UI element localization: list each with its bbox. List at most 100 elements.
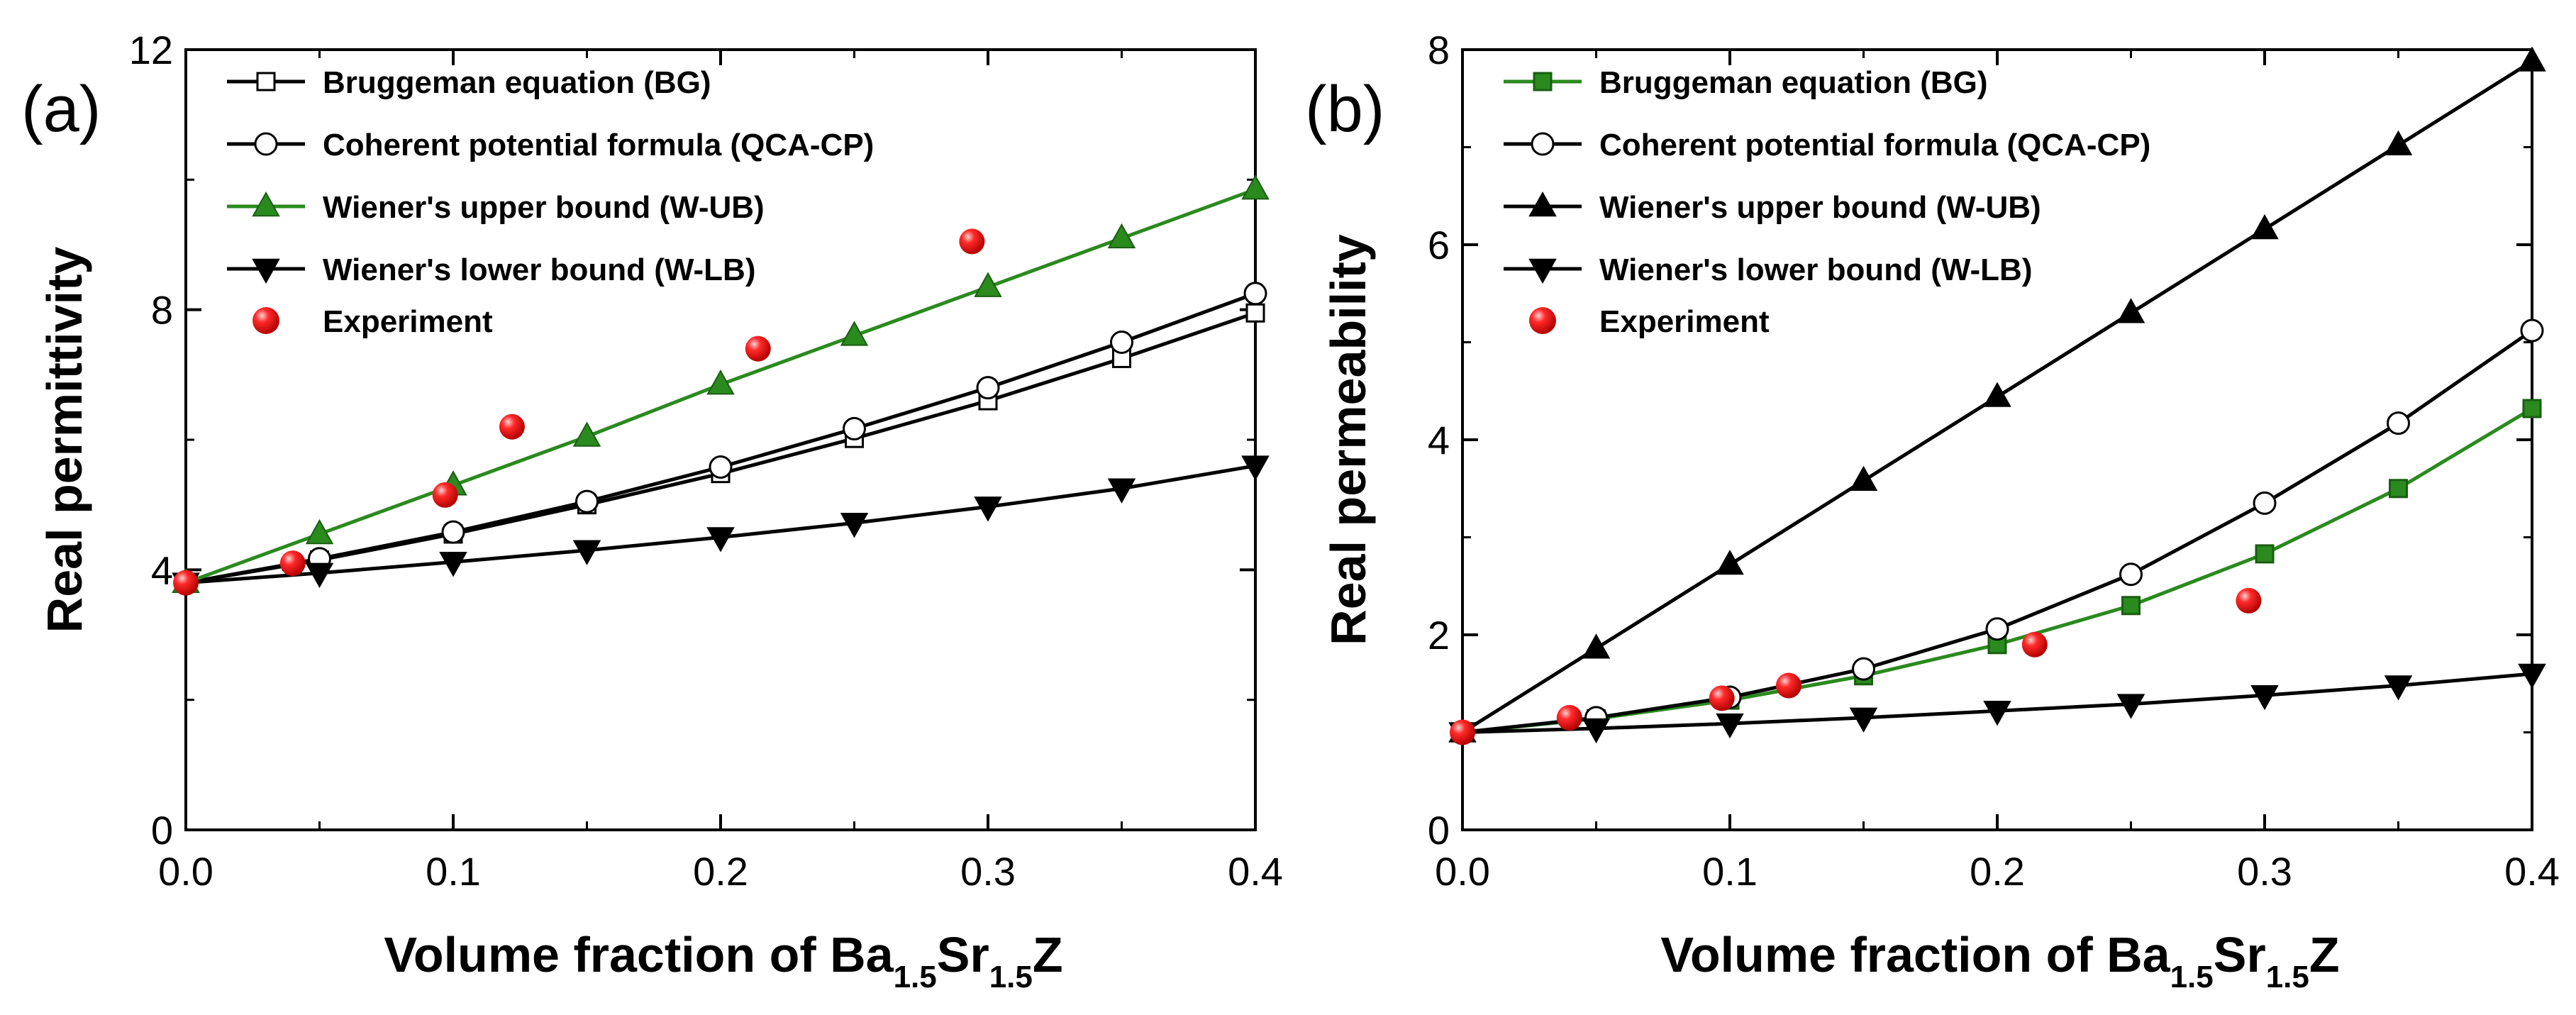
data-point — [709, 455, 733, 479]
data-point — [1983, 700, 2011, 726]
y-tick-label: 8 — [151, 288, 173, 333]
y-tick-label: 12 — [129, 28, 173, 72]
data-point — [2518, 46, 2546, 72]
data-point — [575, 489, 599, 514]
data-point — [441, 520, 465, 544]
data-point — [1716, 713, 1744, 739]
legend-label-experiment: Experiment — [323, 304, 493, 339]
legend-marker — [256, 72, 276, 91]
legend-experiment-marker — [1529, 307, 1556, 334]
data-point — [439, 552, 467, 577]
experiment-point — [279, 550, 306, 577]
data-point — [1243, 282, 1267, 306]
data-point — [1241, 455, 1270, 481]
data-point — [976, 376, 1000, 400]
x-tick-label: 0.4 — [1228, 849, 1283, 894]
data-point — [840, 321, 869, 346]
data-point — [974, 497, 1002, 522]
data-point — [572, 540, 601, 565]
legend-label-experiment: Experiment — [1599, 304, 1770, 339]
data-point — [2116, 694, 2145, 719]
x-axis-title-part: Sr — [2214, 927, 2266, 982]
x-tick-label: 0.1 — [1702, 849, 1758, 894]
data-point — [305, 562, 334, 588]
data-point — [1245, 303, 1265, 323]
x-axis-title-subscript: 1.5 — [989, 960, 1033, 994]
experiment-point — [173, 570, 199, 596]
data-point — [2250, 684, 2279, 711]
x-axis-title-subscript: 1.5 — [2170, 960, 2214, 994]
legend-marker — [252, 258, 280, 284]
panel-label: (b) — [1305, 73, 1384, 145]
experiment-point — [1709, 685, 1735, 711]
x-tick-label: 0.3 — [2237, 849, 2292, 894]
legend-label: Bruggeman equation (BG) — [1599, 65, 1988, 100]
plot-frame — [184, 48, 1257, 831]
legend-label: Coherent potential formula (QCA-CP) — [1599, 128, 2150, 162]
panel-label: (a) — [21, 73, 101, 145]
data-point — [2384, 130, 2413, 156]
x-axis-title-part: Z — [1033, 927, 1063, 982]
legend-label: Wiener's upper bound (W-UB) — [1599, 190, 2041, 225]
data-point — [2389, 479, 2408, 499]
x-axis-title-subscript: 1.5 — [894, 960, 937, 994]
data-point — [2121, 596, 2141, 616]
x-axis-title-part: Volume fraction of Ba — [1660, 927, 2170, 982]
y-axis-title: Real permeability — [1321, 234, 1376, 645]
legend-label: Wiener's lower bound (W-LB) — [1599, 253, 2032, 287]
y-tick-label: 8 — [1428, 28, 1450, 72]
chart-panel-a: 0.0 0.1 0.2 0.3 0.4 0 4 8 12 Bruggeman equation (… — [21, 28, 1283, 994]
x-axis-title: Volume fraction of Ba1.5Sr1.5Z — [1660, 927, 2339, 994]
data-point — [2520, 318, 2544, 343]
x-tick-label: 0.2 — [1970, 849, 2025, 894]
legend-marker — [1533, 72, 1553, 91]
data-point — [2253, 491, 2277, 515]
data-point — [1107, 223, 1136, 249]
x-tick-label: 0.3 — [960, 849, 1016, 894]
data-point — [1582, 633, 1611, 659]
legend-marker — [1528, 191, 1557, 217]
data-point — [1582, 718, 1611, 744]
x-tick-label: 0.2 — [693, 849, 748, 894]
y-tick-label: 0 — [151, 808, 173, 853]
y-tick-label: 4 — [151, 548, 173, 592]
x-axis-title-part: Z — [2309, 927, 2340, 982]
experiment-point — [432, 482, 458, 508]
y-axis-title: Real permittivity — [37, 247, 92, 633]
legend-label: Wiener's upper bound (W-UB) — [323, 190, 765, 225]
data-point — [706, 527, 735, 553]
data-point — [2518, 663, 2546, 689]
data-point — [572, 421, 601, 447]
data-point — [840, 513, 869, 538]
legend-label: Wiener's lower bound (W-LB) — [323, 253, 755, 287]
experiment-point — [1775, 672, 1801, 699]
data-point — [2116, 298, 2145, 323]
data-point — [2384, 675, 2413, 701]
x-axis-title-subscript: 1.5 — [2266, 960, 2309, 994]
experiment-point — [1450, 719, 1475, 745]
x-axis-title-part: Volume fraction of Ba — [384, 927, 894, 982]
data-point — [305, 518, 334, 545]
experiment-point — [2236, 587, 2262, 614]
data-point — [1107, 478, 1136, 504]
data-point — [2255, 544, 2275, 564]
data-point — [2522, 399, 2542, 418]
y-tick-label: 4 — [1428, 418, 1450, 462]
experiment-point — [745, 335, 771, 362]
chart-panel-b: 0.0 0.1 0.2 0.3 0.4 0 2 4 6 8 Bruggeman equation (… — [1305, 28, 2560, 994]
data-point — [2387, 411, 2410, 436]
experiment-point — [499, 414, 525, 440]
experiment-point — [2021, 631, 2048, 658]
x-tick-label: 0.0 — [1435, 849, 1490, 894]
legend-marker — [1528, 258, 1557, 284]
data-point — [1849, 465, 1878, 492]
legend-marker — [1531, 132, 1555, 156]
y-tick-label: 2 — [1428, 613, 1450, 658]
legend-marker — [252, 191, 280, 217]
y-tick-label: 0 — [1428, 808, 1450, 853]
data-point — [1983, 382, 2011, 407]
x-axis-title: Volume fraction of Ba1.5Sr1.5Z — [384, 927, 1062, 994]
data-point — [1849, 707, 1878, 733]
data-point — [974, 272, 1002, 297]
